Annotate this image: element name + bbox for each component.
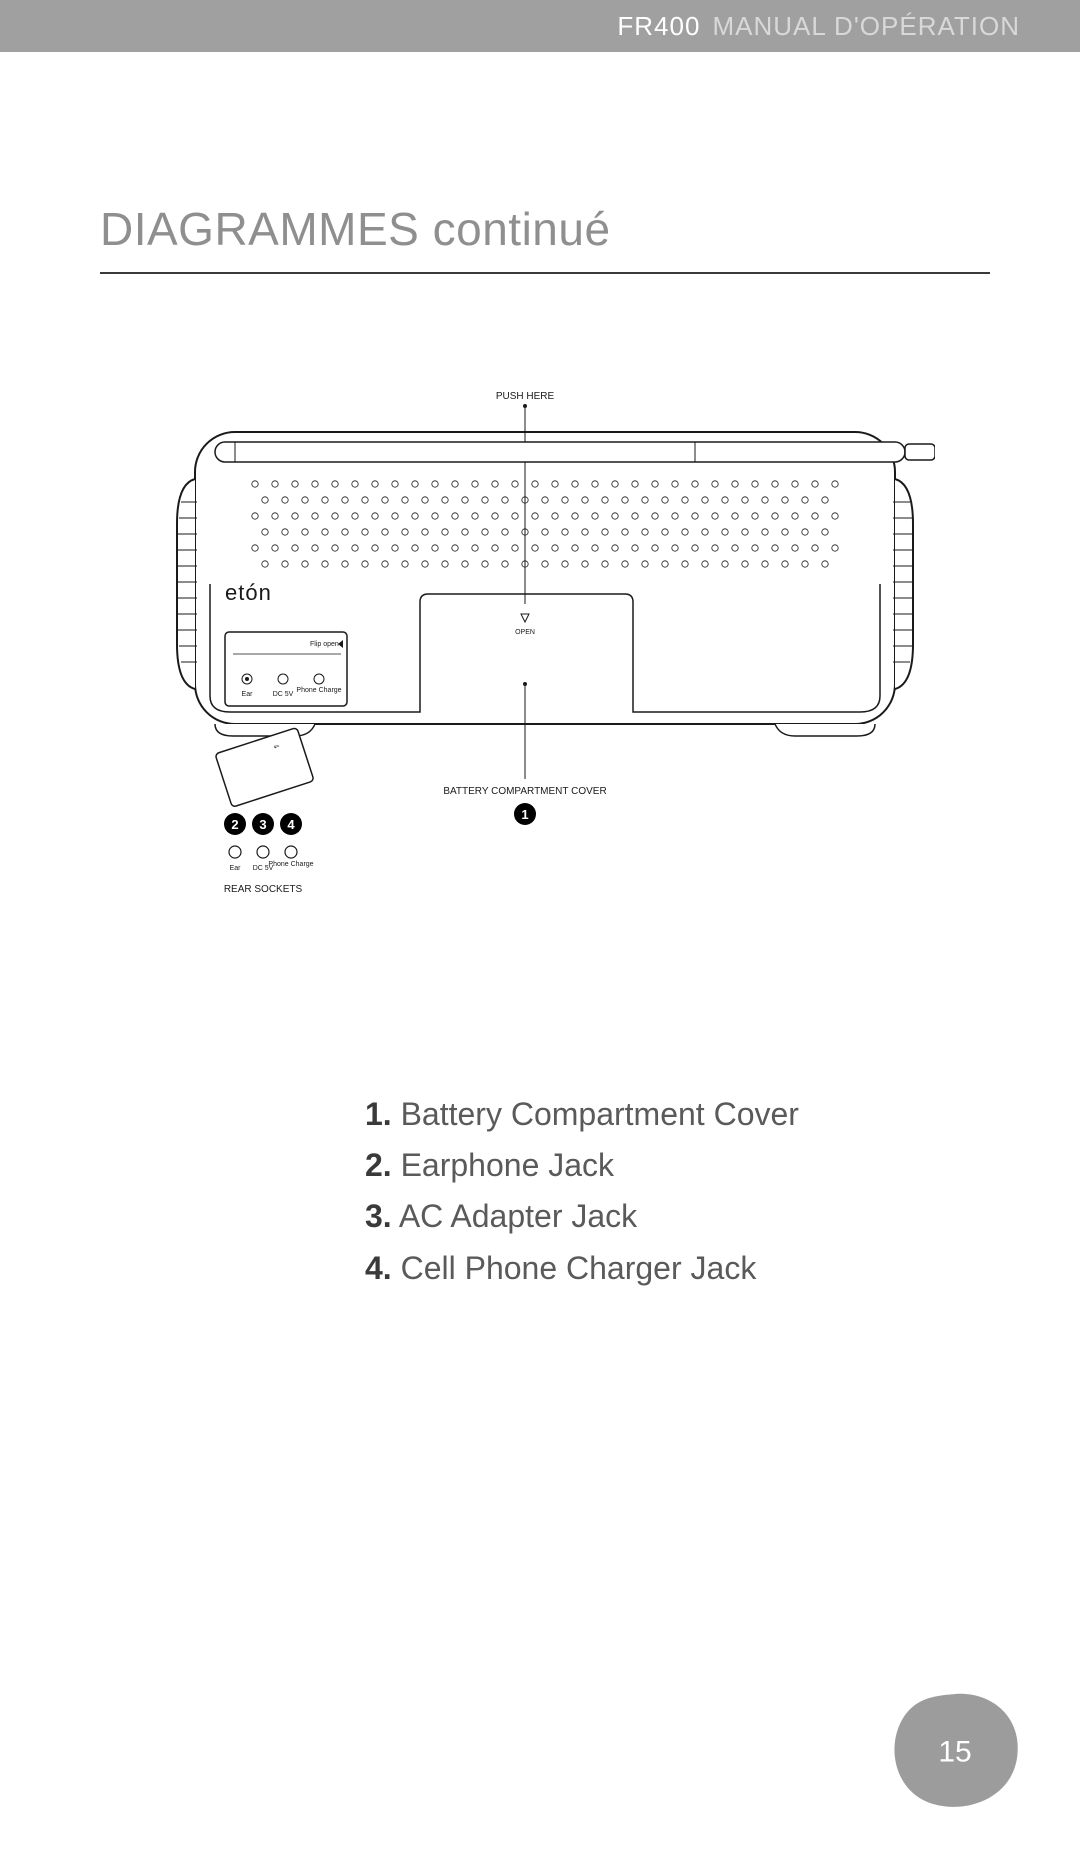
svg-text:1: 1	[521, 807, 528, 822]
svg-text:2: 2	[231, 817, 238, 832]
svg-text:Flip open: Flip open	[310, 641, 339, 648]
legend-item: 4. Cell Phone Charger Jack	[365, 1243, 990, 1294]
svg-text:Ear: Ear	[230, 865, 242, 872]
legend-item: 1. Battery Compartment Cover	[365, 1089, 990, 1140]
page-content: DIAGRAMMES continué PUSH HERE	[0, 52, 1080, 1294]
device-diagram: PUSH HERE	[155, 384, 935, 949]
rear-sockets-callouts: 2 3 4	[224, 813, 302, 835]
diagram-svg: PUSH HERE	[155, 384, 935, 944]
svg-text:DC 5V: DC 5V	[273, 691, 294, 698]
label-push-here: PUSH HERE	[496, 391, 555, 402]
header-model-code: FR400	[617, 11, 700, 42]
header-manual-title: MANUAL D'OPÉRATION	[712, 11, 1020, 42]
speaker-grille	[252, 481, 838, 567]
label-open: OPEN	[515, 629, 535, 636]
svg-text:4: 4	[287, 817, 295, 832]
brand-label: etón	[225, 580, 272, 605]
section-title: DIAGRAMMES continué	[100, 202, 990, 274]
svg-text:Phone Charge: Phone Charge	[296, 687, 341, 694]
legend-list: 1. Battery Compartment Cover 2. Earphone…	[100, 1089, 990, 1294]
svg-text:Phone Charge: Phone Charge	[268, 861, 313, 868]
svg-text:Ear: Ear	[242, 691, 254, 698]
legend-item: 2. Earphone Jack	[365, 1140, 990, 1191]
label-rear-sockets: REAR SOCKETS	[224, 884, 303, 895]
svg-text:3: 3	[259, 817, 266, 832]
legend-item: 3. AC Adapter Jack	[365, 1191, 990, 1242]
page-number: 15	[938, 1735, 971, 1769]
socket-flap-detached: ⇐	[215, 727, 314, 807]
page-number-blob: 15	[885, 1686, 1025, 1816]
label-battery-cover: BATTERY COMPARTMENT COVER	[443, 786, 606, 797]
header-bar: FR400 MANUAL D'OPÉRATION	[0, 0, 1080, 52]
